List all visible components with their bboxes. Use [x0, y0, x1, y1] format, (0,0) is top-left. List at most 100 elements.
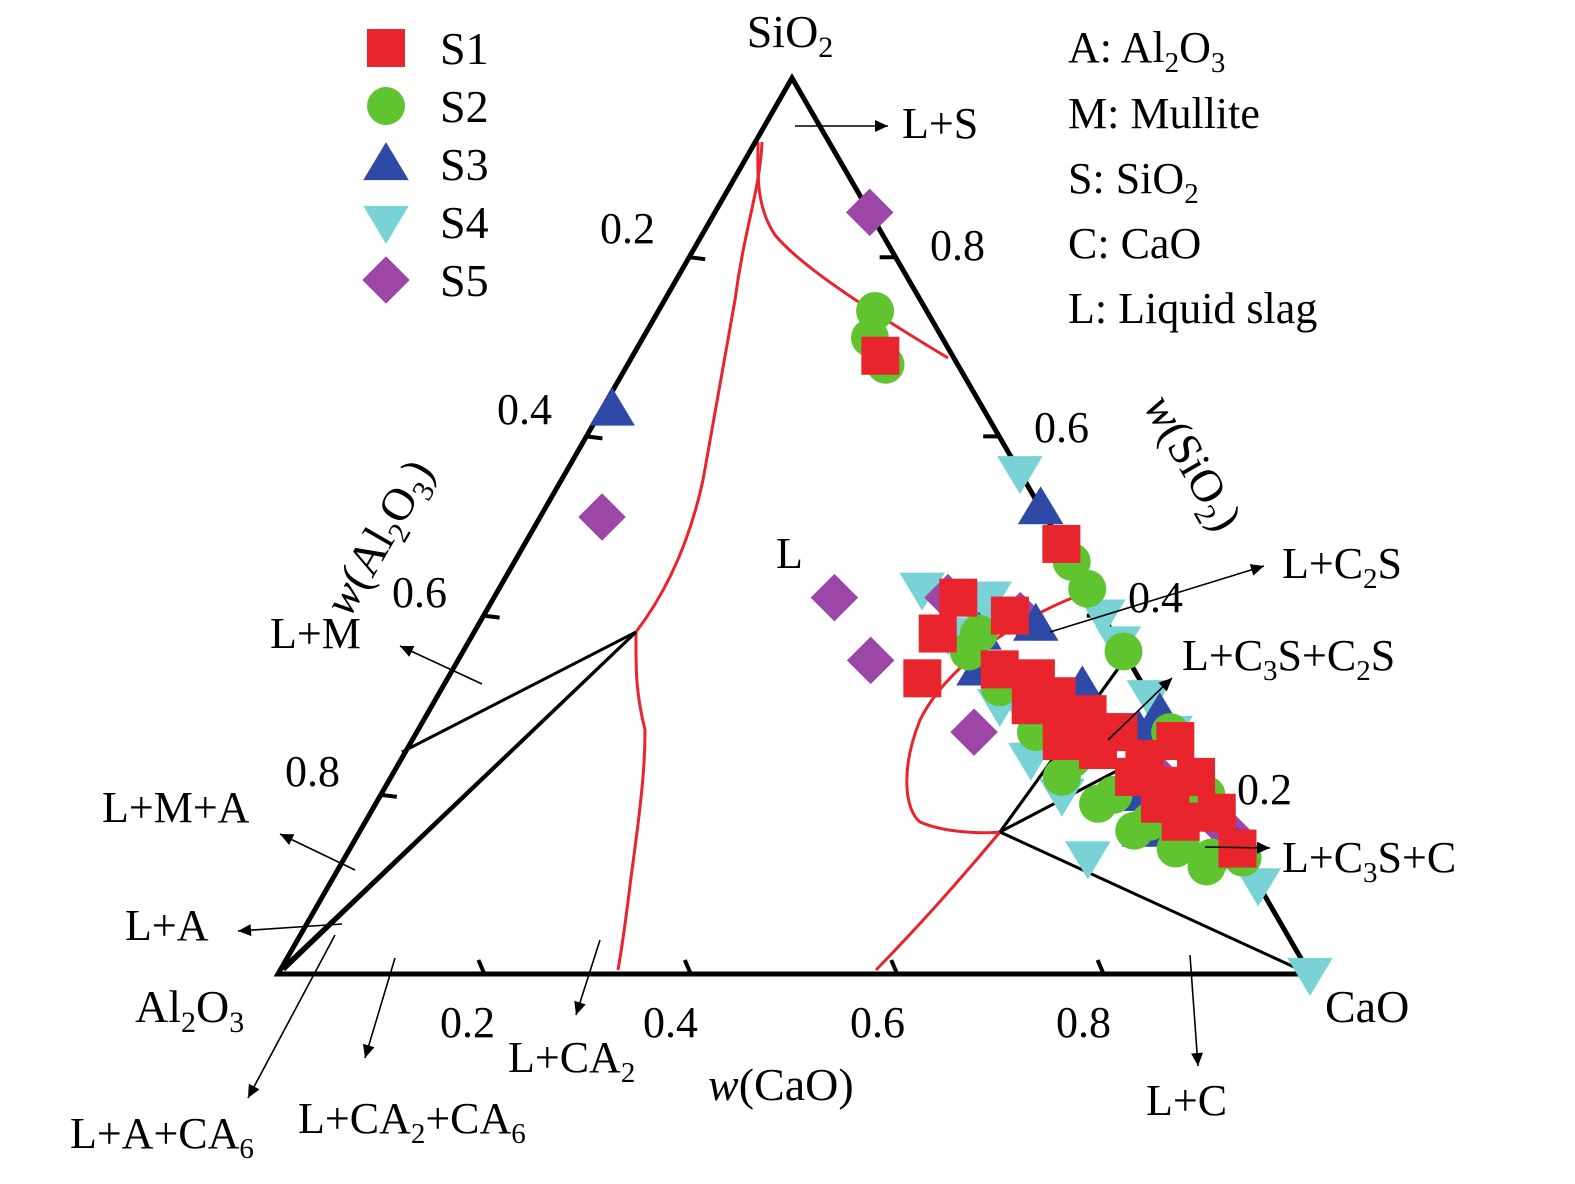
phase-label-8-part: L+M+A — [102, 783, 250, 832]
vertex-cao-part: CaO — [1325, 981, 1409, 1032]
abbreviation-1-part: 2 — [1165, 47, 1180, 79]
point-s5 — [578, 493, 626, 541]
phase-label-12-part: L+CA — [508, 1033, 621, 1082]
point-s1 — [990, 596, 1029, 635]
phase-label-4-part: S — [1371, 631, 1395, 680]
abbreviation-2-part: Mullite — [1130, 89, 1260, 138]
phase-label-2: L — [776, 529, 803, 578]
phase-arrow-head — [280, 834, 295, 846]
abbreviation-4-part: CaO — [1121, 219, 1202, 268]
tick-label-sio2-part: 0.4 — [1128, 573, 1183, 622]
abbreviation-1-part: A: — [1068, 23, 1121, 72]
tick-al2o3 — [586, 434, 603, 441]
legend-item-s2: S2 — [367, 81, 489, 132]
point-s1 — [903, 659, 942, 698]
legend-label-s5: S5 — [440, 255, 489, 306]
legend-marker-s2 — [367, 87, 405, 125]
phase-label-3-part: 2 — [1363, 563, 1378, 595]
point-s2 — [1079, 784, 1118, 823]
phase-arrow — [247, 934, 336, 1099]
vertex-sio2: SiO2 — [747, 6, 834, 64]
phase-label-7-part: L+M — [270, 609, 361, 658]
legend-label-s2-part: S2 — [440, 81, 489, 132]
liquidus-curve-2 — [756, 141, 949, 360]
legend-item-s4: S4 — [363, 197, 489, 248]
axis-title-cao-part: w — [708, 1059, 739, 1110]
tick-label-al2o3: 0.8 — [285, 747, 340, 796]
axis-title-cao: w(CaO) — [708, 1059, 854, 1110]
point-s2 — [1042, 757, 1081, 796]
phase-label-10-part: L+A+CA — [70, 1109, 240, 1158]
vertex-sio2-part: SiO — [747, 6, 819, 57]
point-s1 — [1042, 524, 1081, 563]
point-s1 — [1177, 757, 1216, 796]
vertex-al2o3-part: 3 — [229, 1006, 244, 1039]
liquidus-curve-1 — [616, 141, 764, 971]
abbreviation-1-part: Al — [1121, 23, 1165, 72]
phase-label-3: L+C2S — [1282, 539, 1402, 595]
tick-label-al2o3: 0.6 — [392, 568, 447, 617]
legend-label-s4: S4 — [440, 197, 489, 248]
phase-label-5-part: 3 — [1363, 857, 1378, 889]
tick-label-sio2: 0.4 — [1128, 573, 1183, 622]
tick-label-cao: 0.6 — [850, 998, 905, 1047]
axis-title-sio2: w(SiO2) — [1128, 385, 1252, 542]
phase-label-11-part: +CA — [425, 1094, 511, 1143]
legend-marker-s5 — [362, 256, 410, 304]
vertex-cao: CaO — [1325, 981, 1409, 1032]
tick-cao — [682, 959, 693, 975]
legend-item-s3: S3 — [363, 139, 489, 190]
abbreviation-4: C: CaO — [1068, 219, 1201, 268]
phase-label-12: L+CA2 — [508, 1033, 635, 1089]
abbreviation-5-part: Liquid slag — [1118, 284, 1317, 333]
tick-label-cao: 0.2 — [440, 998, 495, 1047]
point-s1 — [861, 336, 900, 375]
tick-label-sio2-part: 0.8 — [930, 221, 985, 270]
phase-label-4-part: 3 — [1263, 655, 1278, 687]
phase-arrow-head — [1191, 1052, 1204, 1066]
point-s3 — [589, 387, 635, 426]
vertex-al2o3-part: O — [196, 981, 229, 1032]
phase-label-3-part: S — [1378, 539, 1402, 588]
phase-arrow-head — [238, 924, 252, 937]
tick-label-cao-part: 0.2 — [440, 998, 495, 1047]
tick-label-cao-part: 0.6 — [850, 998, 905, 1047]
phase-arrow — [575, 939, 601, 1016]
tick-label-al2o3-part: 0.6 — [392, 568, 447, 617]
phase-arrow — [1107, 677, 1173, 741]
tick-al2o3 — [380, 792, 398, 799]
abbreviation-1: A: Al2O3 — [1068, 23, 1225, 79]
phase-arrow — [1189, 954, 1199, 1067]
tick-label-cao: 0.4 — [643, 998, 698, 1047]
legend-label-s1-part: S1 — [440, 23, 489, 74]
phase-label-4-part: L+C — [1182, 631, 1263, 680]
legend-label-s3: S3 — [440, 139, 489, 190]
point-s5 — [810, 573, 859, 622]
point-s2 — [856, 291, 895, 330]
point-s2 — [1187, 847, 1226, 886]
point-s2 — [949, 632, 988, 671]
phase-label-11-part: L+CA — [298, 1094, 411, 1143]
phase-arrow — [364, 957, 396, 1059]
legend-marker-s4 — [363, 205, 409, 244]
tick-cao — [476, 959, 487, 975]
phase-arrow-head — [362, 1043, 375, 1058]
phase-arrow-head — [574, 1000, 586, 1015]
phase-arrow — [399, 645, 483, 685]
phase-label-11-part: 2 — [411, 1118, 426, 1150]
abbreviation-2: M: Mullite — [1068, 89, 1260, 138]
phase-arrow-head — [1158, 678, 1172, 692]
point-s1 — [1197, 793, 1236, 832]
legend-label-s2: S2 — [440, 81, 489, 132]
phase-label-3-part: L+C — [1282, 539, 1363, 588]
phase-label-4-part: 2 — [1356, 655, 1371, 687]
tick-al2o3 — [688, 255, 706, 262]
phase-label-8: L+M+A — [102, 783, 250, 832]
phase-label-12-part: 2 — [621, 1057, 636, 1089]
phase-label-4-part: S+C — [1278, 631, 1357, 680]
legend-item-s1: S1 — [367, 23, 489, 74]
abbreviation-5-part: L: — [1068, 284, 1118, 333]
legend-label-s5-part: S5 — [440, 255, 489, 306]
point-s4 — [1287, 957, 1333, 996]
